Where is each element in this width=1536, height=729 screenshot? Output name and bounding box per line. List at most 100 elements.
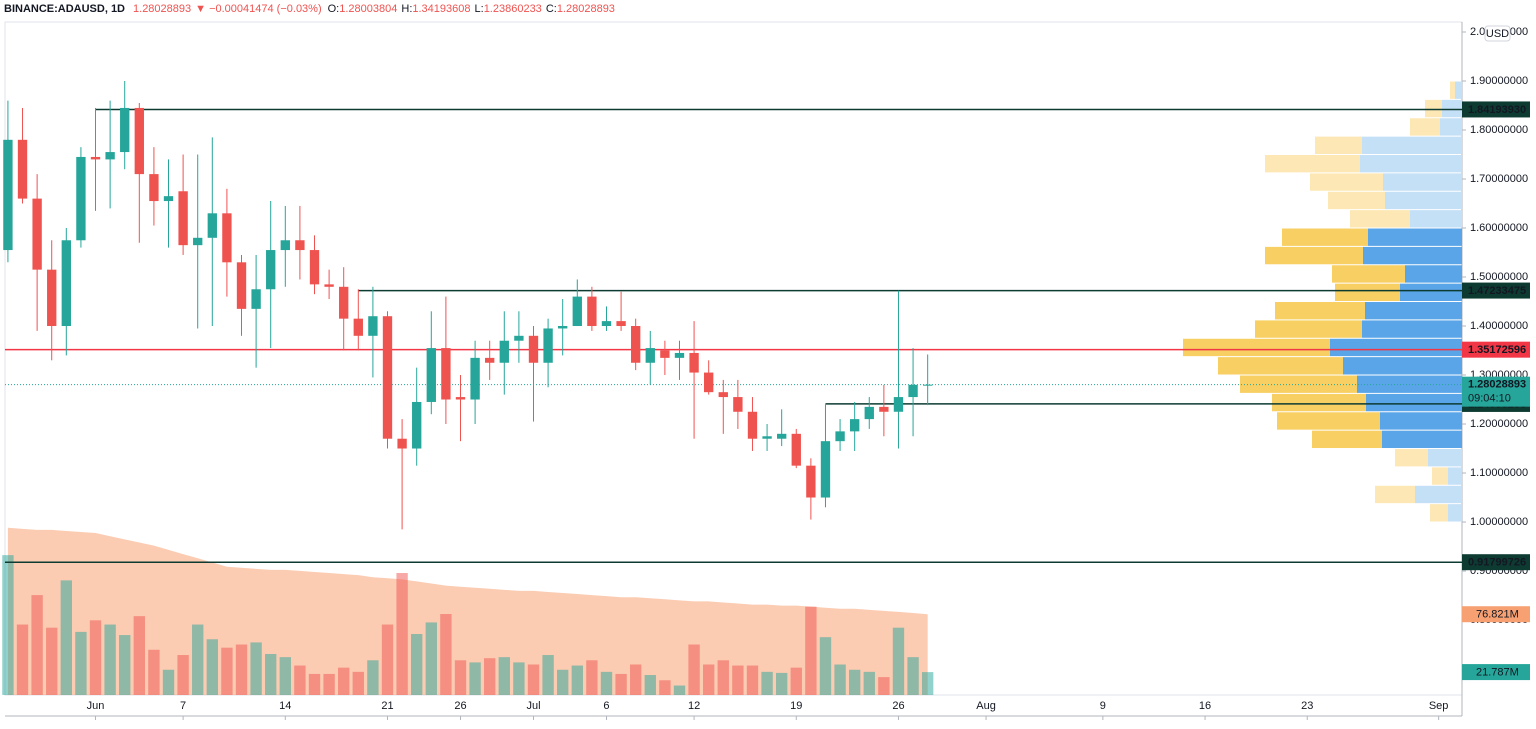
volume-bar <box>133 616 145 695</box>
candle-body <box>207 213 217 238</box>
volume-bar <box>308 673 321 695</box>
profile-up <box>1360 155 1462 173</box>
volume-bar <box>484 658 496 695</box>
profile-down <box>1430 504 1448 522</box>
x-tick-label: 7 <box>180 700 186 712</box>
candle-body <box>631 326 641 363</box>
volume-bar <box>805 606 817 695</box>
candle-body <box>455 397 466 400</box>
profile-up <box>1405 265 1462 283</box>
volume-bar <box>571 665 583 695</box>
candle-body <box>90 156 101 160</box>
volume-bar <box>119 635 131 695</box>
candle-body <box>382 316 393 439</box>
volume-box <box>1462 664 1530 681</box>
candle-body <box>514 335 524 341</box>
ohlc-label: C: <box>546 3 557 15</box>
y-tick-label: 1.40000000 <box>1470 320 1528 332</box>
candle-body <box>441 348 451 400</box>
volume-bar <box>454 660 467 695</box>
profile-down <box>1350 210 1410 228</box>
current-price-label: 1.28028893 <box>1468 379 1526 391</box>
profile-up <box>1383 173 1462 191</box>
volume-label: 21.787M <box>1476 666 1519 678</box>
level-label-box <box>1462 282 1530 299</box>
ohlc-value: 1.28028893 <box>557 3 615 15</box>
candle-body <box>309 250 320 285</box>
volume-bar <box>761 671 773 695</box>
candle-body <box>645 348 655 363</box>
volume-bar <box>16 624 29 695</box>
volume-bar <box>703 664 715 695</box>
y-tick-label: 1.70000000 <box>1470 173 1528 185</box>
profile-down <box>1425 99 1442 118</box>
volume-ma-label: 76.821M <box>1476 609 1519 621</box>
volume-bar <box>279 657 291 695</box>
ohlc-label: O: <box>328 3 340 15</box>
ohlc-label: H: <box>401 3 412 15</box>
candle-body <box>908 384 918 398</box>
profile-up <box>1380 412 1462 430</box>
volume-bar <box>206 639 218 695</box>
x-tick-label: 16 <box>1199 700 1211 712</box>
volume-bar <box>265 653 277 695</box>
candle-body <box>893 397 904 412</box>
volume-bar <box>104 624 116 695</box>
profile-up <box>1428 449 1462 467</box>
candle-body <box>149 174 159 202</box>
candle-body <box>689 352 699 373</box>
y-tick-label: 1.20000000 <box>1470 418 1528 430</box>
y-tick-label: 1.00000000 <box>1470 516 1528 528</box>
candle-body <box>820 441 831 498</box>
volume-bar <box>192 624 204 695</box>
volume-bar <box>688 644 700 695</box>
y-tick-label: 1.90000000 <box>1470 75 1528 87</box>
current-price-box <box>1462 376 1530 407</box>
x-tick-label: 26 <box>454 700 466 712</box>
volume-bar <box>148 649 160 695</box>
volume-bar <box>46 627 58 695</box>
x-tick-label: Jun <box>87 700 105 712</box>
volume-bar <box>294 665 306 695</box>
profile-down <box>1265 246 1363 265</box>
candle-body <box>222 213 232 263</box>
volume-bar <box>411 634 423 695</box>
candle-body <box>718 392 728 398</box>
volume-ma-box <box>1462 606 1530 623</box>
volume-bar <box>250 642 262 695</box>
profile-down <box>1282 228 1368 246</box>
volume-bar <box>659 680 671 695</box>
candle-body <box>324 284 334 287</box>
candle-body <box>266 250 276 290</box>
candle-body <box>178 191 188 246</box>
volume-bar <box>162 669 175 695</box>
volume-bar <box>75 631 87 695</box>
volume-bar <box>600 671 613 695</box>
profile-down <box>1328 191 1385 210</box>
profile-up <box>1382 430 1462 449</box>
ohlc-value: 1.28003804 <box>339 3 397 15</box>
profile-up <box>1362 136 1462 155</box>
ohlc-value: 1.23860233 <box>484 3 542 15</box>
currency-badge <box>1484 25 1511 42</box>
level-label: 0.91799726 <box>1468 557 1526 569</box>
volume-bar <box>352 671 364 695</box>
x-tick-label: 23 <box>1301 700 1313 712</box>
candle-body <box>499 340 509 363</box>
candle-body <box>426 348 436 402</box>
profile-down <box>1312 430 1382 449</box>
candle-body <box>528 335 539 363</box>
volume-bar <box>921 672 934 695</box>
candle-body <box>470 357 480 400</box>
profile-up <box>1365 302 1462 320</box>
volume-bar <box>819 637 832 695</box>
volume-bar <box>542 655 554 695</box>
profile-down <box>1310 173 1383 191</box>
profile-down <box>1410 118 1440 136</box>
candle-body <box>412 401 422 449</box>
candle-body <box>120 107 130 153</box>
profile-down <box>1272 393 1366 412</box>
candle-body <box>558 326 568 329</box>
candle-body <box>353 318 363 336</box>
